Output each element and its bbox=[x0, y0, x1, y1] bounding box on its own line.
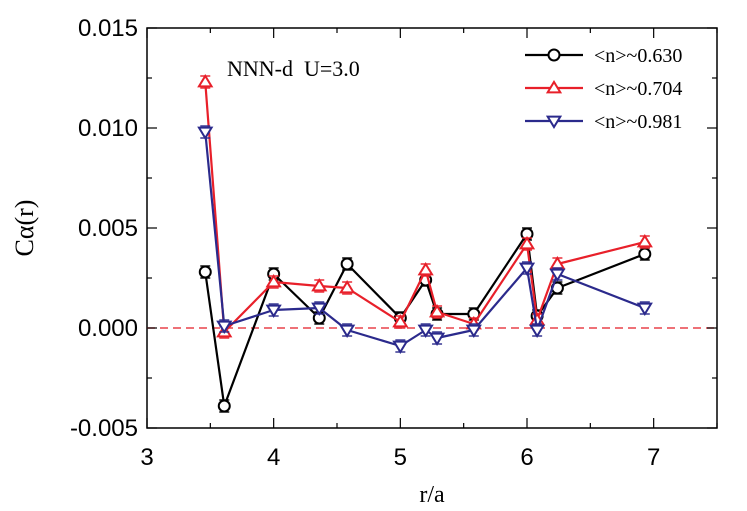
data-point bbox=[392, 340, 409, 354]
data-point bbox=[339, 324, 356, 338]
data-point bbox=[340, 257, 354, 271]
data-point bbox=[518, 236, 536, 250]
y-tick-label: 0.015 bbox=[78, 15, 138, 42]
y-tick-label: 0.005 bbox=[78, 215, 138, 242]
data-point bbox=[216, 320, 233, 334]
x-tick-label: 6 bbox=[520, 444, 533, 471]
data-point bbox=[636, 302, 653, 316]
data-point bbox=[339, 280, 356, 294]
x-tick-label: 3 bbox=[140, 444, 153, 471]
legend-label: <n>~0.630 bbox=[594, 45, 682, 67]
data-point bbox=[428, 332, 446, 346]
y-tick-label: 0.000 bbox=[78, 315, 138, 342]
data-point bbox=[265, 304, 282, 318]
legend-marker bbox=[545, 80, 563, 94]
data-point bbox=[428, 304, 446, 318]
data-point bbox=[265, 274, 282, 288]
data-point bbox=[311, 278, 328, 292]
legend-marker bbox=[545, 115, 563, 129]
y-tick-label: -0.005 bbox=[70, 415, 138, 442]
legend-label: <n>~0.704 bbox=[594, 78, 682, 100]
data-point bbox=[549, 268, 566, 282]
data-point bbox=[417, 262, 434, 276]
data-point bbox=[197, 126, 214, 140]
data-point bbox=[638, 247, 652, 261]
data-point bbox=[197, 74, 214, 88]
x-tick-label: 7 bbox=[647, 444, 660, 471]
series-3 bbox=[197, 125, 653, 354]
data-point bbox=[311, 302, 328, 316]
data-point bbox=[217, 399, 231, 413]
x-tick-label: 5 bbox=[394, 444, 407, 471]
x-tick-label: 4 bbox=[267, 444, 280, 471]
legend-entry: <n>~0.981 bbox=[525, 111, 682, 133]
y-axis-label: Cα(r) bbox=[10, 200, 39, 257]
data-point bbox=[465, 324, 482, 338]
legend-entry: <n>~0.630 bbox=[525, 45, 682, 67]
series-line bbox=[204, 232, 646, 408]
data-point bbox=[518, 262, 536, 276]
chart-annotation: NNN-d U=3.0 bbox=[227, 56, 360, 81]
data-point bbox=[529, 324, 546, 338]
data-point bbox=[392, 314, 409, 328]
legend-marker bbox=[547, 48, 561, 62]
y-tick-label: 0.010 bbox=[78, 115, 138, 142]
legend-entry: <n>~0.704 bbox=[525, 78, 682, 100]
series-line bbox=[204, 81, 646, 334]
series-2 bbox=[197, 74, 653, 339]
x-axis-label: r/a bbox=[419, 482, 445, 508]
legend-label: <n>~0.981 bbox=[594, 111, 682, 133]
data-point bbox=[417, 324, 434, 338]
series-1 bbox=[198, 227, 652, 413]
data-point bbox=[198, 265, 212, 279]
data-point bbox=[636, 234, 653, 248]
